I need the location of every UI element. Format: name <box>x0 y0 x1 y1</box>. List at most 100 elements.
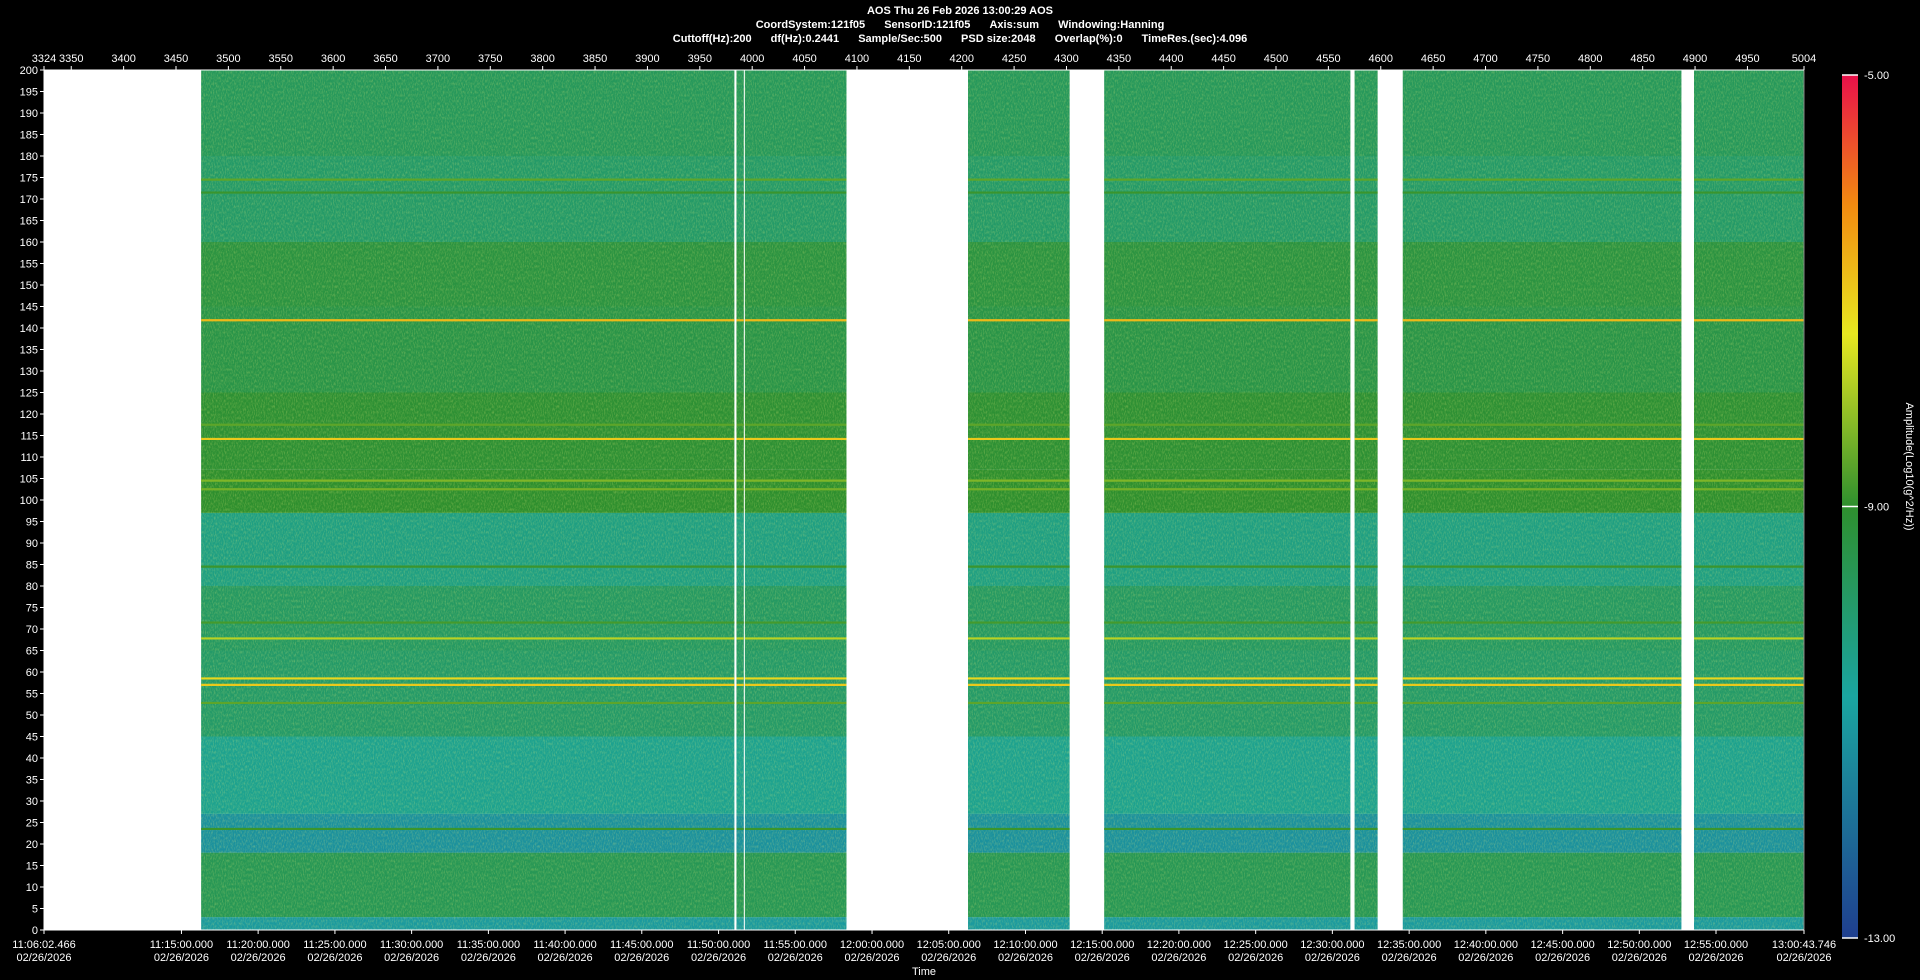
date-tick-label: 02/26/2026 <box>1075 952 1130 964</box>
y-tick-label: 120 <box>20 409 38 421</box>
date-tick-label: 02/26/2026 <box>1305 952 1360 964</box>
y-tick-label: 60 <box>26 667 38 679</box>
time-tick-label: 11:15:00.000 <box>150 939 213 951</box>
spectrogram-texture <box>201 70 1804 930</box>
top-tick-label: 4650 <box>1421 53 1445 65</box>
texture-0 <box>201 70 735 930</box>
date-tick-label: 02/26/2026 <box>614 952 669 964</box>
time-tick-label: 12:00:00.000 <box>840 939 904 951</box>
top-tick-label: 4250 <box>1002 53 1026 65</box>
y-tick-label: 50 <box>26 710 38 722</box>
top-tick-label: 3350 <box>59 53 83 65</box>
colorbar-tick-label: -13.00 <box>1864 933 1895 945</box>
y-tick-label: 25 <box>26 818 38 830</box>
date-tick-label: 02/26/2026 <box>1151 952 1206 964</box>
date-tick-label: 02/26/2026 <box>845 952 900 964</box>
colorbar: -5.00 -9.00 -13.00 Amplitude(Log10(g^2/Hz)) <box>1842 70 1915 945</box>
top-tick-label: 3950 <box>688 53 712 65</box>
top-tick-label: 4500 <box>1264 53 1288 65</box>
top-tick-label: 4050 <box>792 53 816 65</box>
top-tick-label: 4750 <box>1526 53 1550 65</box>
top-tick-label: 3550 <box>269 53 293 65</box>
texture-7 <box>1694 70 1804 930</box>
top-tick-label: 3450 <box>164 53 188 65</box>
time-tick-label: 12:30:00.000 <box>1300 939 1364 951</box>
date-tick-label: 02/26/2026 <box>154 952 209 964</box>
texture-5 <box>1354 70 1378 930</box>
top-tick-label: 4950 <box>1735 53 1759 65</box>
y-tick-label: 85 <box>26 560 38 572</box>
y-tick-label: 20 <box>26 839 38 851</box>
top-tick-label: 3324 <box>32 53 56 65</box>
time-tick-label: 11:25:00.000 <box>303 939 366 951</box>
time-tick-label: 12:55:00.000 <box>1684 939 1748 951</box>
time-tick-label: 11:20:00.000 <box>226 939 289 951</box>
y-tick-label: 80 <box>26 581 38 593</box>
top-tick-label: 4400 <box>1159 53 1183 65</box>
date-tick-label: 02/26/2026 <box>384 952 439 964</box>
top-tick-label: 3850 <box>583 53 607 65</box>
y-tick-label: 5 <box>32 904 38 916</box>
y-tick-label: 90 <box>26 538 38 550</box>
time-tick-label: 11:35:00.000 <box>457 939 520 951</box>
chart-header: AOS Thu 26 Feb 2026 13:00:29 AOS CoordSy… <box>0 4 1920 46</box>
date-tick-label: 02/26/2026 <box>231 952 286 964</box>
windowing-text: Windowing:Hanning <box>1058 19 1165 31</box>
y-tick-label: 75 <box>26 603 38 615</box>
y-tick-label: 170 <box>20 194 38 206</box>
y-tick-label: 165 <box>20 216 38 228</box>
y-tick-label: 65 <box>26 646 38 658</box>
texture-1 <box>736 70 744 930</box>
coord-system-text: CoordSystem:121f05 <box>755 19 866 31</box>
overlap-text: Overlap(%):0 <box>1054 33 1123 45</box>
y-tick-label: 140 <box>20 323 38 335</box>
top-tick-label: 4700 <box>1473 53 1497 65</box>
time-tick-label: 11:50:00.000 <box>687 939 750 951</box>
top-tick-label: 4200 <box>949 53 973 65</box>
top-tick-label: 4600 <box>1369 53 1393 65</box>
top-tick-label: 3900 <box>635 53 659 65</box>
time-tick-label: 11:06:02.466 <box>12 939 75 951</box>
top-tick-label: 4300 <box>1054 53 1078 65</box>
time-tick-label: 12:35:00.000 <box>1377 939 1441 951</box>
y-tick-label: 150 <box>20 280 38 292</box>
date-tick-label: 02/26/2026 <box>768 952 823 964</box>
time-tick-label: 12:50:00.000 <box>1607 939 1671 951</box>
index-axis: 3324 3350 3400 3450 3500 3550 3600 3650 3700 3750… <box>32 53 1816 71</box>
colorbar-tick-label: -5.00 <box>1864 70 1889 82</box>
time-tick-label: 11:45:00.000 <box>610 939 673 951</box>
date-tick-label: 02/26/2026 <box>461 952 516 964</box>
top-tick-label: 4350 <box>1107 53 1131 65</box>
top-tick-label: 4800 <box>1578 53 1602 65</box>
y-tick-label: 30 <box>26 796 38 808</box>
date-tick-label: 02/26/2026 <box>1535 952 1590 964</box>
top-tick-label: 4900 <box>1683 53 1707 65</box>
y-tick-label: 40 <box>26 753 38 765</box>
colorbar-title: Amplitude(Log10(g^2/Hz)) <box>1903 402 1915 530</box>
texture-6 <box>1402 70 1682 930</box>
time-tick-label: 11:40:00.000 <box>533 939 596 951</box>
y-tick-label: 185 <box>20 130 38 142</box>
y-tick-label: 175 <box>20 173 38 185</box>
tonal-lines <box>201 178 1804 831</box>
date-tick-label: 02/26/2026 <box>998 952 1053 964</box>
axis-text: Axis:sum <box>989 19 1040 31</box>
date-tick-label: 02/26/2026 <box>1688 952 1743 964</box>
top-tick-label: 3500 <box>216 53 240 65</box>
date-tick-label: 02/26/2026 <box>307 952 362 964</box>
time-tick-label: 11:30:00.000 <box>380 939 443 951</box>
y-tick-label: 125 <box>20 388 38 400</box>
top-tick-label: 3400 <box>111 53 135 65</box>
y-tick-label: 15 <box>26 861 38 873</box>
time-res-text: TimeRes.(sec):4.096 <box>1141 33 1248 45</box>
time-tick-label: 12:40:00.000 <box>1454 939 1518 951</box>
y-tick-label: 200 <box>20 65 38 77</box>
time-tick-label: 11:55:00.000 <box>764 939 827 951</box>
y-tick-label: 130 <box>20 366 38 378</box>
date-tick-label: 02/26/2026 <box>921 952 976 964</box>
date-tick-label: 02/26/2026 <box>691 952 746 964</box>
y-tick-label: 70 <box>26 624 38 636</box>
time-tick-label: 12:25:00.000 <box>1224 939 1288 951</box>
date-tick-label: 02/26/2026 <box>1776 952 1831 964</box>
time-tick-label: 12:05:00.000 <box>917 939 981 951</box>
